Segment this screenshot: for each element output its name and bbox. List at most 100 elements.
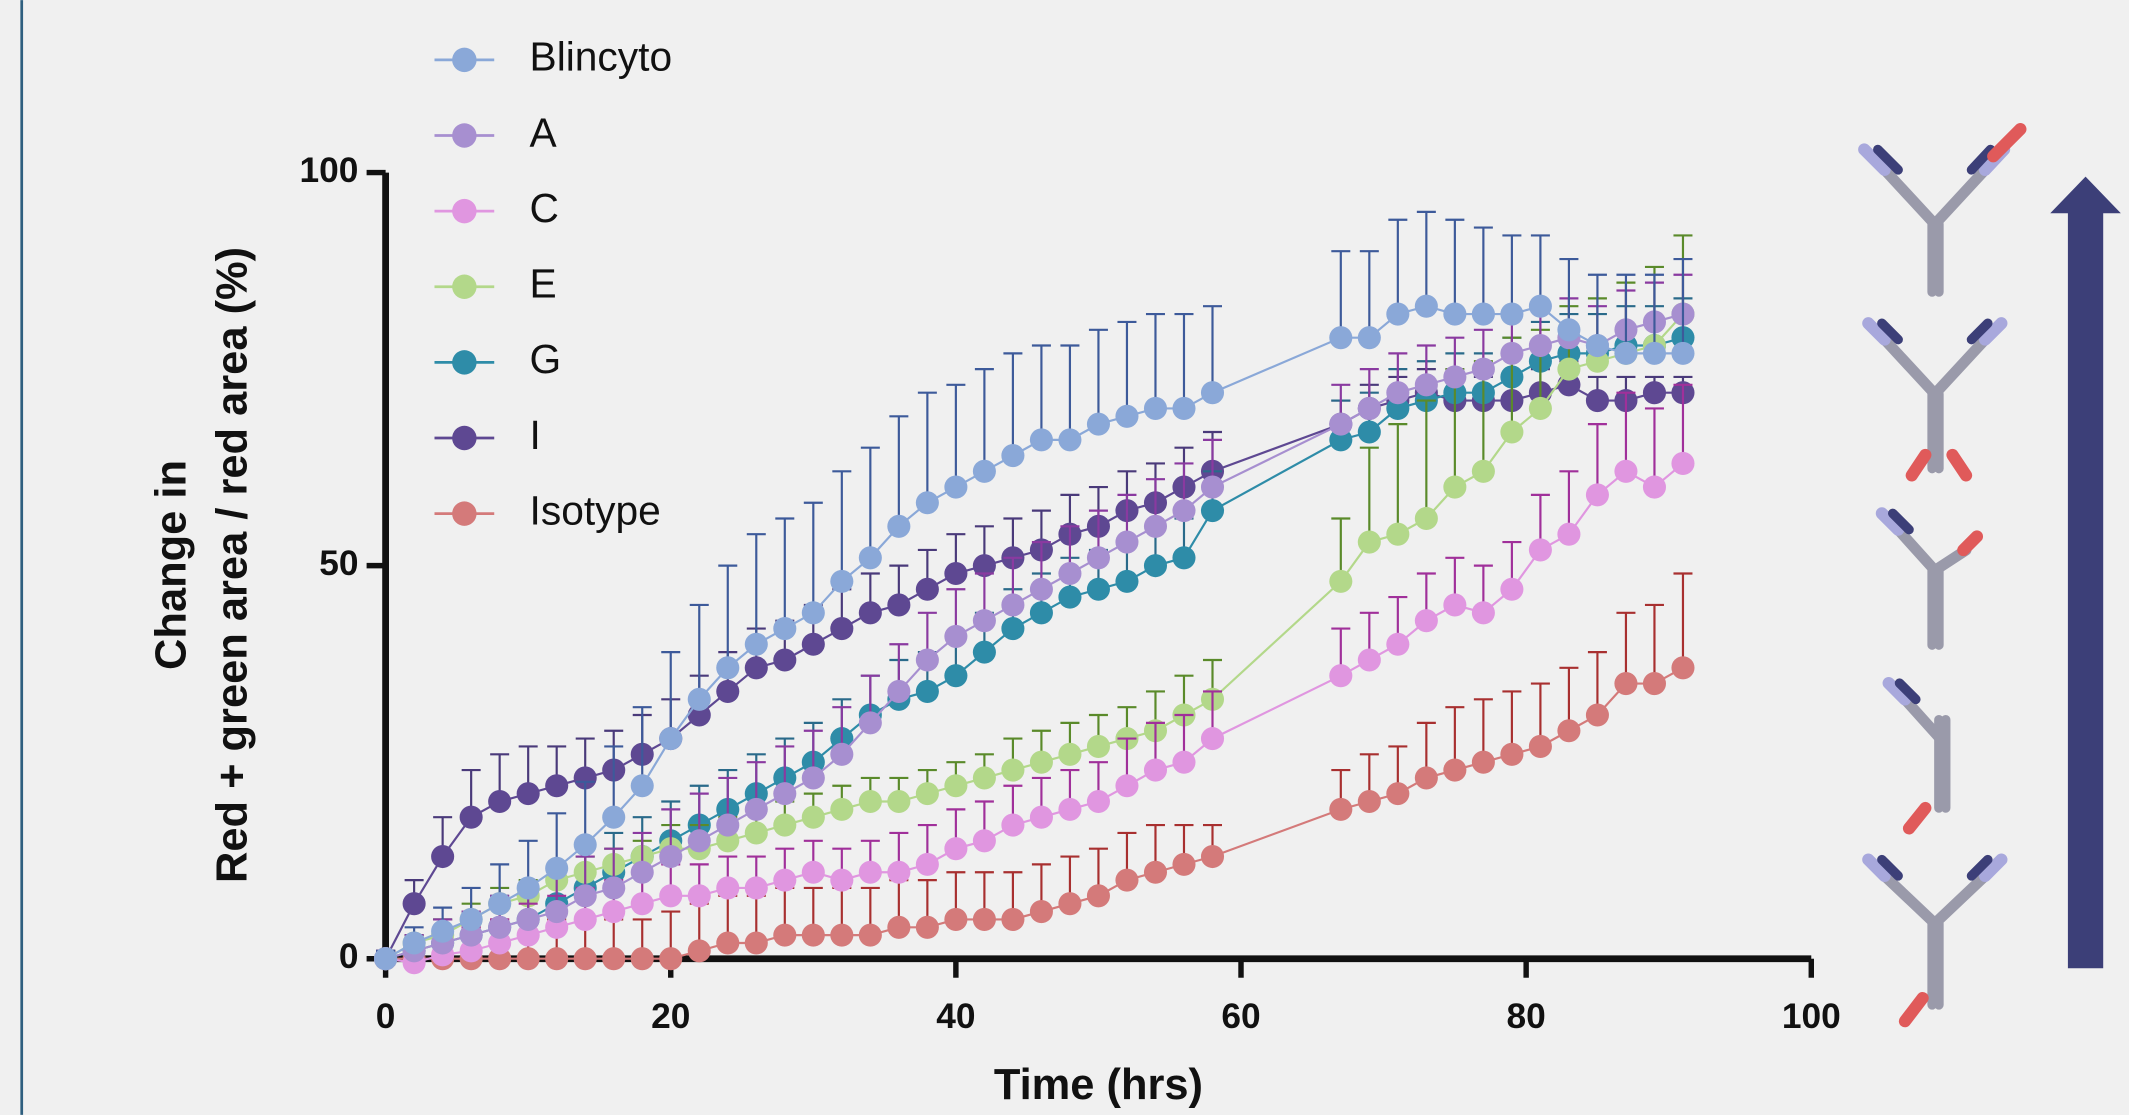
point: [1143, 396, 1168, 420]
y-axis-label: Change in: [147, 460, 195, 670]
point: [687, 939, 711, 963]
point: [1029, 900, 1053, 924]
error-bar: [604, 745, 624, 818]
point: [602, 947, 626, 971]
point: [944, 774, 968, 798]
point: [1001, 593, 1025, 617]
point: [1386, 522, 1410, 546]
point: [858, 789, 882, 814]
point: [687, 884, 711, 908]
point: [1671, 451, 1695, 475]
point: [573, 947, 597, 971]
x-tick-label: 0: [376, 997, 396, 1036]
point: [887, 915, 911, 939]
point: [1001, 907, 1025, 931]
x-tick-label: 60: [1221, 997, 1260, 1036]
error-bar: [1616, 273, 1636, 354]
antibody-icon: [1875, 507, 1984, 650]
point: [545, 774, 569, 798]
point: [1086, 412, 1110, 436]
point: [1029, 428, 1053, 452]
error-bar: [689, 603, 709, 700]
point: [801, 860, 825, 884]
point: [972, 829, 996, 853]
point: [716, 813, 740, 837]
point: [1115, 404, 1139, 428]
point: [858, 923, 882, 947]
point: [1642, 381, 1666, 405]
point: [1414, 373, 1438, 397]
point: [545, 947, 569, 971]
point: [1671, 341, 1695, 365]
point: [1172, 546, 1196, 570]
point: [858, 601, 882, 625]
point: [858, 546, 882, 570]
point: [1528, 294, 1552, 318]
point: [944, 561, 968, 586]
x-axis-label: Time (hrs): [994, 1061, 1203, 1109]
point: [1001, 758, 1025, 782]
error-bar: [1587, 423, 1607, 495]
point: [516, 907, 540, 931]
point: [801, 632, 825, 656]
y-tick-label: 100: [300, 151, 359, 190]
point: [858, 860, 882, 884]
x-tick-label: 100: [1782, 997, 1841, 1036]
point: [716, 656, 740, 680]
point: [1471, 357, 1495, 381]
point: [602, 876, 626, 900]
point: [1115, 774, 1139, 798]
point: [1200, 381, 1225, 405]
antibody-icon: [1862, 853, 2008, 1028]
point: [972, 907, 996, 931]
point: [516, 947, 540, 971]
point: [972, 459, 996, 483]
error-bar: [860, 446, 880, 558]
error-bar: [661, 651, 681, 739]
point: [744, 656, 768, 680]
point: [744, 797, 768, 821]
point: [402, 892, 426, 916]
antibody-icon: [1862, 317, 2008, 482]
point: [773, 813, 797, 837]
point: [773, 923, 797, 947]
point: [1058, 428, 1082, 452]
point: [972, 609, 996, 633]
point: [1143, 860, 1168, 884]
point: [887, 593, 911, 617]
point: [716, 876, 740, 900]
error-bar: [1031, 344, 1051, 440]
point: [773, 648, 797, 672]
point: [659, 884, 683, 908]
point: [744, 931, 768, 955]
point: [1329, 326, 1353, 350]
point: [1500, 577, 1524, 601]
y-axis-label: Red + green area / red area (%): [208, 247, 256, 883]
point: [887, 514, 911, 538]
point: [1001, 444, 1025, 468]
point: [1557, 318, 1581, 342]
x-tick-label: 80: [1507, 997, 1546, 1036]
point: [773, 616, 797, 641]
error-bar: [1616, 391, 1636, 472]
error-bar: [1673, 383, 1693, 464]
error-bar: [1003, 352, 1023, 456]
point: [1001, 813, 1025, 837]
point: [573, 907, 597, 931]
point: [602, 805, 626, 829]
point: [1058, 797, 1082, 821]
point: [915, 679, 939, 703]
point: [1443, 593, 1467, 617]
point: [1500, 341, 1524, 365]
point: [801, 766, 825, 790]
point: [1557, 719, 1581, 743]
error-bar: [917, 391, 937, 503]
point: [1585, 333, 1609, 358]
point: [915, 852, 939, 876]
point: [459, 805, 483, 829]
point: [944, 837, 968, 861]
point: [1471, 601, 1495, 625]
error-bar: [1359, 446, 1379, 543]
